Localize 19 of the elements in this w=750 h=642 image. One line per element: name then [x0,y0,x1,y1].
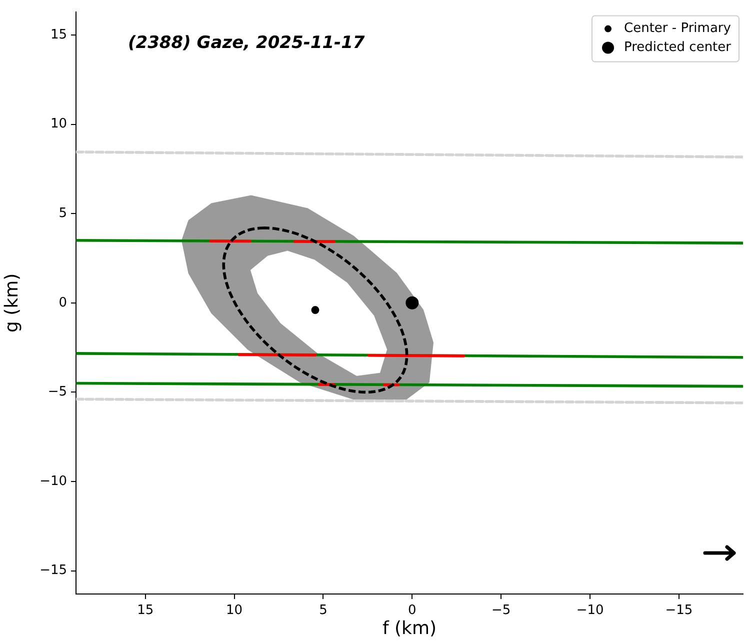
y-axis-title: g (km) [1,273,22,332]
x-tick-label: 0 [408,603,416,618]
legend-label: Center - Primary [624,21,732,36]
x-tick-label: 15 [137,603,154,618]
x-axis-title: f (km) [382,618,437,639]
x-tick-label: 10 [226,603,243,618]
x-tick-label: −10 [576,603,604,618]
x-tick-label: 5 [319,603,328,618]
y-tick-label: 5 [58,206,67,221]
y-tick-label: 10 [50,116,67,132]
y-tick-label: 0 [58,295,67,310]
y-tick-label: 15 [50,27,67,42]
y-tick-label: −10 [40,474,67,489]
x-tick-label: −15 [665,603,693,618]
x-tick-label: −5 [492,603,511,618]
legend-label: Predicted center [624,40,732,56]
y-tick-label: −5 [48,384,67,400]
text: (2388) Gaze, 2025-11-17 [128,33,365,54]
y-tick-label: −15 [40,563,67,578]
